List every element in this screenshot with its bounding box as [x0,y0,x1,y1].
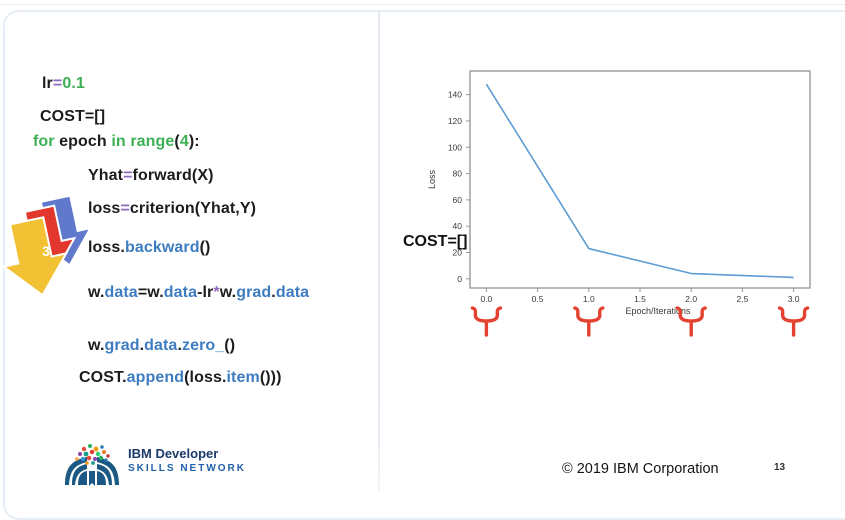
y-tick-label: 120 [448,116,462,126]
code-token: epoch [54,133,112,150]
code-token: grad [236,284,272,301]
loss-line-series [485,83,794,279]
code-token: w. [88,337,105,354]
y-tick-label: 20 [453,247,463,257]
pane-divider [378,11,380,491]
page-number: 13 [774,462,786,473]
code-token: data [144,337,178,354]
x-tick-label: 2.0 [685,294,697,304]
code-token: item [226,369,260,386]
code-line-criterion: loss=criterion(Yhat,Y) [88,200,256,218]
code-token: = [52,75,63,92]
code-token: . [271,284,276,301]
logo-title: IBM Developer [128,446,219,461]
x-tick-label: 3.0 [788,294,800,304]
y-tick-label: 0 [457,274,462,284]
code-line-forward: Yhat=forward(X) [88,167,214,185]
code-token: () [224,337,236,354]
code-token: append [126,369,185,386]
step-arrow-icon [1,196,93,297]
code-token: Yhat [88,167,124,184]
code-token: ())) [259,369,282,386]
code-token: zero_ [181,337,225,354]
x-tick-label: 0.0 [480,294,492,304]
code-token: = [123,167,133,184]
code-token: grad [104,337,140,354]
code-token: forward(X) [132,167,214,184]
ibm-skills-network-logo: IBM Developer SKILLS NETWORK [62,441,312,487]
y-axis-label: Loss [427,169,437,189]
code-token: (loss. [184,369,227,386]
y-tick-label: 40 [453,221,463,231]
y-tick-label: 100 [448,142,462,152]
code-token: COST=[] [40,108,106,125]
code-token: data [104,284,138,301]
code-token: backward [124,239,200,256]
code-token: for [33,133,55,150]
brace-icon [573,306,605,337]
code-token: data [163,284,198,301]
loss-chart: 0 20 40 60 80 100 120 140 0.0 0.5 1.0 1.5 2.0 2.5 3.0 L… [395,50,845,350]
brace-icon [675,306,707,337]
code-token: . [177,337,182,354]
brace-icon [777,306,810,337]
loss-chart-svg: 0 20 40 60 80 100 120 140 0.0 0.5 1.0 1.5 2.0 2.5 3.0 L… [427,70,811,337]
code-token: data [275,284,310,301]
code-token: . [139,337,145,354]
code-line-backward: loss.backward() [88,239,210,257]
cost-list-annotation: COST=[] [403,233,468,250]
code-token: ( [174,133,180,150]
y-tick-label: 140 [448,90,462,100]
top-hairline [0,4,845,5]
code-token: w. [219,284,237,301]
code-token: lr [42,75,53,92]
code-token: loss [88,200,121,217]
code-token: COST. [79,369,127,386]
code-token: in [111,133,126,150]
code-token: 0.1 [62,75,85,92]
code-token: -lr [197,284,214,301]
slide: { "code": { "lines": [ {"tokens":[{"t":"… [0,4,845,520]
code-line-cost-init: COST=[] [40,108,105,126]
code-token: w. [88,284,105,301]
skills-network-book-icon [65,444,119,486]
chart-plot-box [469,70,811,289]
x-tick-label: 1.0 [583,294,595,304]
x-tick-label: 0.5 [532,294,544,304]
code-line-zero-grad: w.grad.data.zero_() [88,337,235,355]
skills-dots [75,444,110,465]
code-token: loss. [88,239,125,256]
x-axis-label: Epoch/Iterations [625,306,691,316]
brace-icon [470,306,503,337]
code-line-lr: lr=0.1 [42,75,85,93]
x-tick-label: 2.5 [736,294,748,304]
code-line-cost-append: COST.append(loss.item())) [79,369,282,387]
code-line-for-loop: for epoch in range(4): [33,133,200,151]
code-token: * [213,284,220,301]
step-number-badge: 3 [42,243,50,259]
code-token: 4 [179,133,189,150]
copyright-text: © 2019 IBM Corporation [562,461,719,477]
x-tick-label: 1.5 [634,294,646,304]
y-tick-label: 80 [453,169,463,179]
y-tick-label: 60 [453,195,463,205]
code-token: () [199,239,211,256]
code-token: =w. [137,284,164,301]
code-line-weight-update: w.data=w.data-lr*w.grad.data [88,284,309,302]
code-token: criterion(Yhat,Y) [129,200,257,217]
code-token: = [120,200,130,217]
code-token: range [130,133,175,150]
logo-subtitle: SKILLS NETWORK [128,463,246,475]
code-token: ): [188,133,200,150]
